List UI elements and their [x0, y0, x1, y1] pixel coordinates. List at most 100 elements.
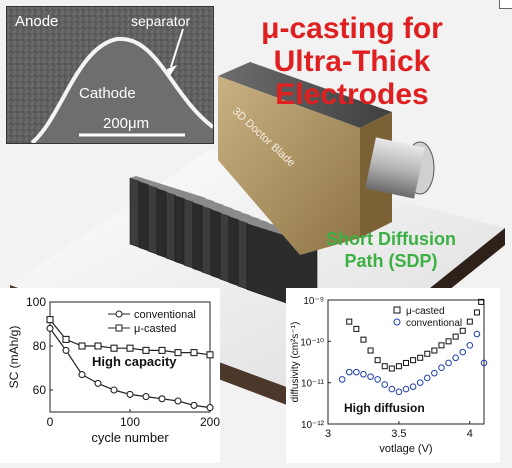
sdp-line-2: Path (SDP)	[344, 251, 438, 271]
data-point-mu-casted	[174, 349, 182, 357]
data-point-conventional	[353, 368, 360, 376]
sdp-line-1: Short Diffusion	[326, 229, 456, 249]
data-point-conventional	[402, 385, 410, 393]
legend-label: μ-casted	[134, 323, 176, 335]
sem-separator-label: separator	[131, 13, 191, 29]
data-point-mu-casted	[466, 318, 473, 325]
data-point-mu-casted	[206, 351, 214, 359]
diffusivity-chart-panel: 3 3.5 4 10⁻⁹ 10⁻¹⁰ 10⁻¹¹ 10⁻¹² votlage (V) diffu…	[286, 288, 500, 463]
x-tick-label: 200	[200, 415, 220, 429]
data-point-conventional	[158, 395, 166, 403]
data-point-conventional	[445, 359, 452, 367]
x-axis-label: votlage (V)	[379, 443, 432, 455]
separator-line	[30, 36, 213, 143]
x-tick-label: 3	[325, 428, 331, 440]
legend-label: conventional	[134, 309, 196, 321]
legend-marker	[115, 310, 123, 318]
data-point-conventional	[466, 342, 474, 349]
diffusivity-chart: 3 3.5 4 10⁻⁹ 10⁻¹⁰ 10⁻¹¹ 10⁻¹² votlage (V) diffu…	[290, 296, 488, 455]
figure-title: μ-casting for Ultra-Thick Electrodes	[232, 12, 472, 111]
y-tick-label: 100	[26, 295, 46, 309]
capacity-chart-panel: 0 100 200 60 80 100 cycle number SC (mAh/g) conv…	[0, 288, 220, 463]
chart-annotation: High capacity	[92, 354, 177, 369]
sem-cathode-label: Cathode	[79, 85, 136, 102]
data-point-mu-casted	[445, 338, 452, 345]
data-point-mu-casted	[126, 344, 134, 352]
data-point-conventional	[388, 385, 396, 393]
data-point-mu-casted	[190, 349, 198, 357]
y-tick-label: 60	[33, 383, 47, 397]
separator-arrowhead	[167, 65, 177, 77]
data-point-mu-casted	[158, 346, 166, 354]
data-point-conventional	[345, 368, 353, 376]
y-tick-label: 10⁻¹²	[301, 420, 325, 431]
data-point-mu-casted	[367, 347, 374, 354]
data-point-conventional	[206, 404, 214, 412]
data-point-conventional	[142, 393, 150, 401]
chart-annotation: High diffusion	[344, 401, 425, 415]
data-point-mu-casted	[395, 363, 402, 370]
data-point-conventional	[431, 369, 438, 377]
sem-scale-label: 200μm	[103, 115, 150, 132]
data-point-conventional	[126, 390, 134, 398]
data-point-conventional	[459, 348, 467, 356]
data-point-conventional	[381, 381, 389, 388]
data-point-conventional	[190, 401, 198, 409]
sem-micrograph: Anode separator Cathode 200μm	[6, 6, 214, 144]
data-point-conventional	[374, 376, 381, 383]
legend-marker	[115, 324, 123, 332]
data-point-conventional	[110, 386, 118, 394]
expand-icon[interactable]	[499, 0, 512, 9]
data-point-mu-casted	[452, 333, 459, 340]
y-axis-label: SC (mAh/g)	[7, 326, 21, 389]
data-point-conventional	[174, 397, 182, 405]
legend-marker	[393, 306, 401, 314]
y-tick-label: 10⁻¹⁰	[300, 337, 324, 348]
y-tick-label: 10⁻¹¹	[301, 379, 325, 390]
plot-frame	[327, 299, 485, 425]
legend-label: μ-casted	[406, 306, 445, 317]
data-point-mu-casted	[438, 342, 445, 349]
legend-label: conventional	[406, 318, 462, 329]
data-point-conventional	[395, 388, 403, 396]
title-line-1: μ-casting for	[261, 12, 443, 45]
data-point-mu-casted	[346, 318, 353, 325]
data-point-mu-casted	[388, 365, 395, 372]
y-axis-label: diffusivity (cm²s⁻¹)	[290, 322, 301, 403]
data-point-conventional	[452, 354, 459, 362]
data-point-mu-casted	[360, 336, 367, 343]
data-point-conventional	[473, 330, 481, 338]
sem-anode-label: Anode	[15, 13, 59, 30]
data-point-mu-casted	[353, 325, 360, 332]
data-point-mu-casted	[424, 350, 431, 357]
data-point-conventional	[62, 346, 70, 354]
y-tick-label: 10⁻⁹	[303, 296, 324, 307]
data-point-mu-casted	[142, 346, 150, 354]
data-point-mu-casted	[417, 354, 424, 361]
data-point-conventional	[438, 364, 445, 372]
data-point-conventional	[409, 383, 417, 390]
data-point-conventional	[480, 359, 488, 367]
data-point-mu-casted	[78, 342, 86, 350]
data-point-mu-casted	[381, 363, 388, 370]
x-tick-label: 4	[467, 428, 473, 440]
data-point-mu-casted	[431, 347, 438, 354]
data-point-conventional	[360, 370, 367, 378]
x-axis-label: cycle number	[91, 430, 169, 445]
data-point-conventional	[78, 371, 86, 379]
data-point-conventional	[367, 373, 374, 380]
cathode-region	[32, 38, 213, 143]
title-line-2: Ultra-Thick	[273, 45, 431, 78]
data-point-mu-casted	[94, 342, 102, 350]
data-point-conventional	[46, 324, 54, 332]
data-point-mu-casted	[46, 316, 54, 324]
data-point-mu-casted	[410, 357, 417, 364]
x-tick-label: 100	[120, 415, 140, 429]
y-tick-label: 80	[33, 339, 47, 353]
x-tick-label: 0	[47, 415, 54, 429]
legend-marker	[393, 318, 401, 326]
data-point-conventional	[338, 376, 346, 383]
roller	[365, 137, 425, 199]
data-point-mu-casted	[403, 359, 409, 366]
